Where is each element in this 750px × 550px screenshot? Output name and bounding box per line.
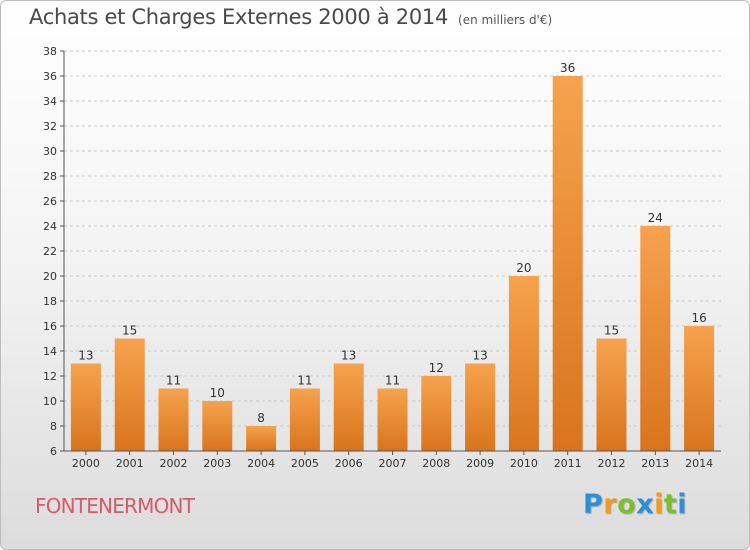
bar-2006 xyxy=(333,363,364,451)
y-tick-label: 6 xyxy=(50,445,57,458)
x-tick-label: 2012 xyxy=(598,457,626,470)
x-tick-label: 2001 xyxy=(116,457,144,470)
bar-value-label: 13 xyxy=(472,349,487,363)
bar-value-label: 36 xyxy=(560,61,575,75)
bar-2011 xyxy=(552,76,583,451)
bar-value-label: 8 xyxy=(257,411,265,425)
y-tick-label: 14 xyxy=(43,345,57,358)
bar-value-label: 13 xyxy=(341,349,356,363)
logo-letter: x xyxy=(636,489,655,520)
bar-2010 xyxy=(508,276,539,451)
bar-value-label: 11 xyxy=(385,374,400,388)
y-tick-label: 30 xyxy=(43,145,57,158)
y-tick-label: 36 xyxy=(43,70,57,83)
chart-title: Achats et Charges Externes 2000 à 2014 (e… xyxy=(29,5,552,29)
y-tick-label: 38 xyxy=(43,45,57,58)
x-tick-label: 2009 xyxy=(466,457,494,470)
logo-letter: P xyxy=(583,489,604,520)
y-tick-label: 10 xyxy=(43,395,57,408)
x-tick-label: 2011 xyxy=(554,457,582,470)
x-tick-label: 2000 xyxy=(72,457,100,470)
y-tick-label: 12 xyxy=(43,370,57,383)
bar-2013 xyxy=(640,226,671,451)
bar-value-label: 15 xyxy=(604,324,619,338)
proxiti-logo: Proxiti xyxy=(583,489,687,520)
chart-title-text: Achats et Charges Externes 2000 à 2014 xyxy=(29,5,449,29)
bar-value-label: 16 xyxy=(691,311,706,325)
bar-2004 xyxy=(246,426,277,451)
bar-2003 xyxy=(202,401,233,451)
y-tick-label: 22 xyxy=(43,245,57,258)
x-tick-label: 2006 xyxy=(335,457,363,470)
logo-letter: t xyxy=(663,489,678,520)
y-tick-label: 24 xyxy=(43,220,57,233)
x-tick-label: 2008 xyxy=(422,457,450,470)
bar-2007 xyxy=(377,388,408,451)
logo-letter: r xyxy=(603,489,618,520)
bar-value-label: 13 xyxy=(78,349,93,363)
logo-letter: o xyxy=(617,489,637,520)
bar-2014 xyxy=(684,326,715,451)
bar-2012 xyxy=(596,338,627,451)
bar-value-label: 15 xyxy=(122,324,137,338)
bar-2009 xyxy=(465,363,496,451)
bar-2000 xyxy=(70,363,101,451)
x-tick-label: 2004 xyxy=(247,457,275,470)
x-tick-label: 2003 xyxy=(203,457,231,470)
x-tick-label: 2005 xyxy=(291,457,319,470)
logo-letter: i xyxy=(654,489,664,520)
bar-2005 xyxy=(289,388,320,451)
bar-value-label: 11 xyxy=(166,374,181,388)
bar-2008 xyxy=(421,376,452,451)
bar-value-label: 10 xyxy=(210,386,225,400)
y-tick-label: 20 xyxy=(43,270,57,283)
bar-value-label: 20 xyxy=(516,261,531,275)
x-tick-label: 2010 xyxy=(510,457,538,470)
bar-value-label: 12 xyxy=(429,361,444,375)
bar-value-label: 24 xyxy=(648,211,663,225)
x-tick-label: 2007 xyxy=(379,457,407,470)
y-tick-label: 16 xyxy=(43,320,57,333)
commune-name: FONTENERMONT xyxy=(35,494,195,518)
y-tick-label: 18 xyxy=(43,295,57,308)
y-tick-label: 32 xyxy=(43,120,57,133)
chart-unit-label: (en milliers d'€) xyxy=(458,13,553,27)
y-tick-label: 34 xyxy=(43,95,57,108)
y-tick-label: 8 xyxy=(50,420,57,433)
x-tick-label: 2013 xyxy=(641,457,669,470)
x-tick-label: 2002 xyxy=(160,457,188,470)
x-tick-label: 2014 xyxy=(685,457,713,470)
bar-value-label: 11 xyxy=(297,374,312,388)
bar-2002 xyxy=(158,388,189,451)
bar-2001 xyxy=(114,338,145,451)
logo-letter: i xyxy=(677,489,688,520)
y-tick-label: 26 xyxy=(43,195,57,208)
y-tick-label: 28 xyxy=(43,170,57,183)
